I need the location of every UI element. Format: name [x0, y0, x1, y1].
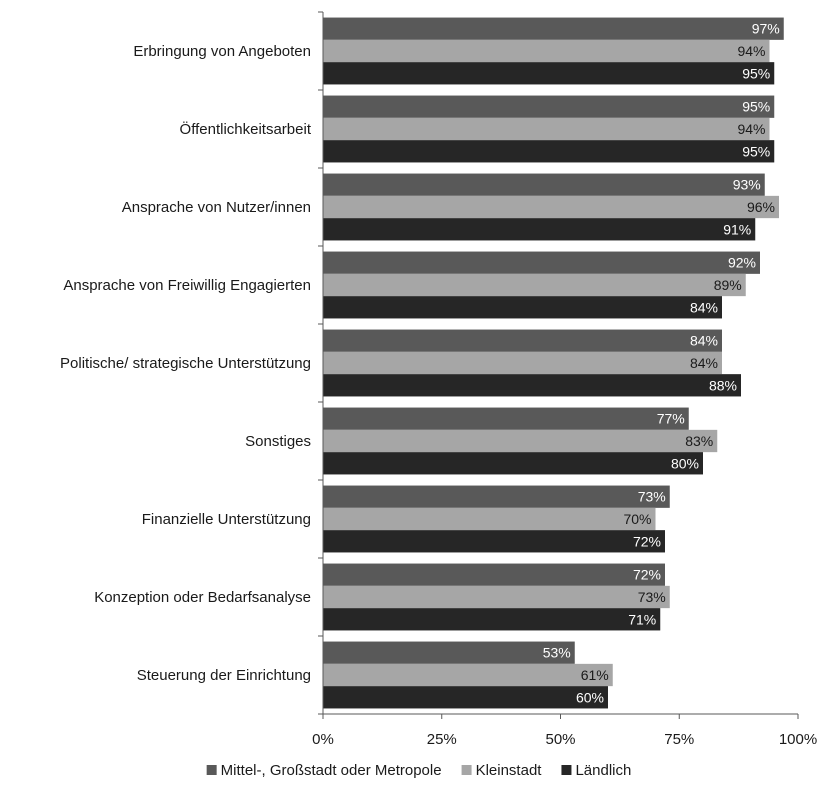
axes-group [318, 11, 799, 719]
category-label: Konzeption oder Bedarfsanalyse [94, 589, 311, 606]
data-label: 77% [657, 411, 685, 427]
bar [323, 173, 765, 196]
bar [323, 507, 656, 531]
data-label: 95% [742, 143, 770, 159]
category-labels-group: Erbringung von Angeboten Öffentlichkeitsa… [60, 43, 312, 684]
bar [323, 296, 722, 319]
data-label: 94% [737, 121, 765, 137]
data-label: 97% [752, 21, 780, 37]
data-label: 73% [638, 589, 666, 605]
data-label: 95% [742, 65, 770, 81]
data-label: 84% [690, 355, 718, 371]
data-label: 71% [628, 611, 656, 627]
x-tick-label: 100% [779, 731, 817, 748]
data-label: 73% [638, 489, 666, 505]
category-label: Öffentlichkeitsarbeit [180, 120, 312, 138]
category-label: Ansprache von Nutzer/innen [122, 199, 311, 216]
bar [323, 530, 665, 553]
legend-label: Mittel-, Großstadt oder Metropole [221, 762, 442, 779]
x-tick-label: 50% [545, 731, 575, 748]
legend: Mittel-, Großstadt oder Metropole Kleinst… [206, 762, 631, 779]
data-label: 53% [543, 645, 571, 661]
data-label: 61% [581, 667, 609, 683]
bar [323, 485, 670, 508]
category-label: Politische/ strategische Unterstützung [60, 355, 311, 372]
legend-item: Kleinstadt [461, 762, 543, 779]
legend-item: Ländlich [561, 762, 631, 779]
data-label: 60% [576, 689, 604, 705]
legend-swatch [461, 765, 472, 775]
bar [323, 452, 703, 475]
data-label: 94% [737, 43, 765, 59]
tick-labels-group: 0% 25% 50% 75% 100% [312, 731, 817, 748]
x-tick-label: 0% [312, 731, 334, 748]
bar [323, 218, 756, 241]
bar [323, 407, 689, 430]
bars-group [323, 17, 784, 709]
bar [323, 140, 775, 163]
legend-swatch [206, 765, 217, 775]
data-label: 72% [633, 567, 661, 583]
category-label: Ansprache von Freiwillig Engagierten [63, 277, 311, 294]
x-tick-label: 75% [664, 731, 694, 748]
bar [323, 39, 770, 63]
bar [323, 273, 746, 297]
bar [323, 17, 784, 40]
bar [323, 429, 718, 453]
category-label: Finanzielle Unterstützung [142, 511, 311, 528]
data-label: 80% [671, 455, 699, 471]
bar [323, 608, 661, 631]
bar [323, 374, 741, 397]
bar [323, 686, 608, 709]
bar [323, 641, 575, 664]
bar [323, 251, 760, 274]
bar [323, 563, 665, 586]
data-label: 92% [728, 255, 756, 271]
legend-label: Ländlich [575, 762, 631, 779]
bar [323, 585, 670, 609]
category-label: Steuerung der Einrichtung [137, 667, 311, 684]
data-label: 89% [714, 277, 742, 293]
bar [323, 117, 770, 141]
category-label: Erbringung von Angeboten [133, 43, 311, 60]
data-labels-group: 97% 94% 95% 95% 94% 95% 93% 96% 91% 92% 89% 84% 84% 8… [543, 21, 780, 706]
data-label: 93% [733, 177, 761, 193]
data-label: 84% [690, 299, 718, 315]
category-label: Sonstiges [245, 433, 311, 450]
legend-label: Kleinstadt [476, 762, 543, 779]
data-label: 91% [723, 221, 751, 237]
data-label: 72% [633, 533, 661, 549]
data-label: 83% [685, 433, 713, 449]
x-tick-label: 25% [427, 731, 457, 748]
legend-item: Mittel-, Großstadt oder Metropole [206, 762, 442, 779]
bar [323, 351, 722, 375]
bar [323, 95, 775, 118]
data-label: 84% [690, 333, 718, 349]
bar [323, 195, 779, 219]
legend-swatch [561, 765, 572, 775]
bar [323, 62, 775, 85]
data-label: 88% [709, 377, 737, 393]
data-label: 95% [742, 99, 770, 115]
data-label: 70% [623, 511, 651, 527]
bar [323, 663, 613, 687]
bar [323, 329, 722, 352]
data-label: 96% [747, 199, 775, 215]
